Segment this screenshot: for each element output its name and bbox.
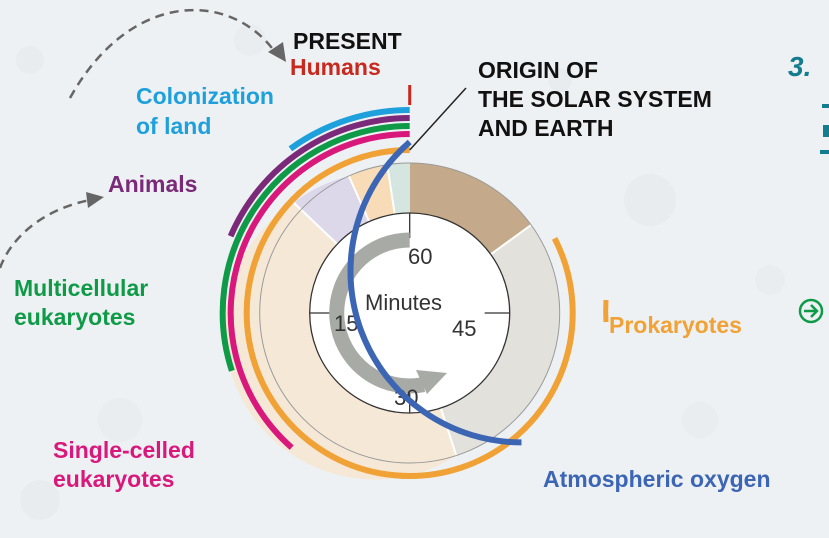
prokaryotes-label: Prokaryotes [609, 312, 742, 338]
dashed-arrow-to-present [68, 8, 277, 99]
colonization-label-line2: of land [136, 113, 211, 139]
tick-60-label: 60 [408, 244, 432, 269]
multicellular-label-line1: Multicellular [14, 275, 148, 301]
humans-label: Humans [290, 54, 381, 80]
atmospheric-oxygen-label: Atmospheric oxygen [543, 466, 771, 492]
arrow-right-circle-icon[interactable] [798, 298, 824, 324]
present-label: PRESENT [293, 28, 402, 54]
origin-pointer-line [409, 87, 467, 151]
origin-label-line1: ORIGIN OF [478, 57, 598, 83]
background-texture [16, 24, 785, 520]
dashed-arrows [0, 8, 277, 269]
timeline-arcs [219, 85, 576, 479]
origin-label-line3: AND EARTH [478, 115, 613, 141]
single-celled-label-line2: eukaryotes [53, 466, 174, 492]
arc-prokaryotes [243, 147, 576, 479]
single-celled-label-line1: Single-celled [53, 437, 195, 463]
arc-single-celled-eukaryotes [227, 131, 410, 450]
dashed-arrow-to-animals [0, 198, 91, 269]
animals-label: Animals [108, 171, 197, 197]
arrow-head-present-icon [268, 42, 286, 62]
arc-multicellular-eukaryotes [219, 123, 410, 372]
clipped-heading-number: 3. [788, 51, 811, 82]
origin-label-line2: THE SOLAR SYSTEM [478, 86, 712, 112]
tick-45-label: 45 [452, 316, 476, 341]
arc-atmospheric-oxygen [347, 139, 522, 446]
clipped-heading-fragments [820, 104, 829, 154]
arc-colonization-of-land [288, 107, 410, 152]
arrow-head-animals-icon [86, 192, 104, 208]
arc-animals [227, 115, 410, 238]
clock-face: 60 15 45 30 Minutes [309, 212, 511, 414]
colonization-label-line1: Colonization [136, 83, 274, 109]
minutes-label: Minutes [365, 290, 442, 315]
multicellular-label-line2: eukaryotes [14, 304, 135, 330]
